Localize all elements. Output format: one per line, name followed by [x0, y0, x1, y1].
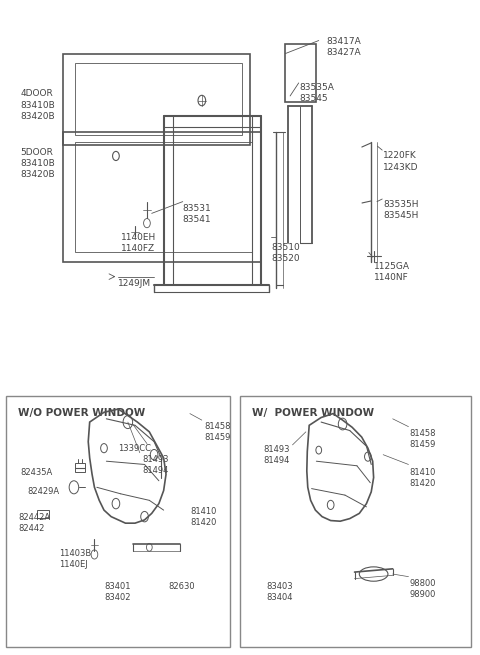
Text: 81410
81420: 81410 81420	[409, 468, 436, 488]
Text: 5DOOR
83410B
83420B: 5DOOR 83410B 83420B	[21, 148, 55, 179]
Text: 83531
83541: 83531 83541	[183, 204, 212, 223]
Text: 81493
81494: 81493 81494	[142, 455, 168, 475]
Text: 83417A
83427A: 83417A 83427A	[326, 37, 360, 58]
Bar	[37, 510, 49, 518]
Circle shape	[146, 544, 152, 552]
Text: 83401
83402: 83401 83402	[104, 582, 131, 602]
Text: 83535A
83545: 83535A 83545	[300, 83, 335, 103]
Text: 82429A: 82429A	[28, 487, 60, 496]
Text: 1125GA
1140NF: 1125GA 1140NF	[373, 262, 409, 282]
Text: 82435A: 82435A	[21, 468, 53, 477]
Text: 83510
83520: 83510 83520	[271, 243, 300, 263]
Text: 1140EH
1140FZ: 1140EH 1140FZ	[120, 233, 156, 253]
Text: W/O POWER WINDOW: W/O POWER WINDOW	[18, 407, 145, 418]
Text: 81458
81459: 81458 81459	[204, 422, 231, 442]
Text: 83535H
83545H: 83535H 83545H	[383, 200, 419, 221]
Text: 4DOOR
83410B
83420B: 4DOOR 83410B 83420B	[21, 90, 55, 121]
Text: 81458
81459: 81458 81459	[409, 428, 436, 449]
Text: 83403
83404: 83403 83404	[266, 582, 293, 602]
Text: 1339CC: 1339CC	[118, 443, 151, 453]
Text: 82442A
82442: 82442A 82442	[18, 514, 50, 533]
Bar	[75, 463, 85, 472]
Text: 98800
98900: 98800 98900	[409, 578, 436, 599]
Text: 11403B
1140EJ: 11403B 1140EJ	[59, 550, 91, 569]
Text: 81493
81494: 81493 81494	[264, 445, 290, 465]
Text: 1249JM: 1249JM	[118, 278, 151, 288]
Text: 81410
81420: 81410 81420	[190, 507, 216, 527]
Text: W/  POWER WINDOW: W/ POWER WINDOW	[252, 407, 374, 418]
Text: 1220FK
1243KD: 1220FK 1243KD	[383, 151, 419, 172]
Text: 82630: 82630	[168, 582, 195, 591]
